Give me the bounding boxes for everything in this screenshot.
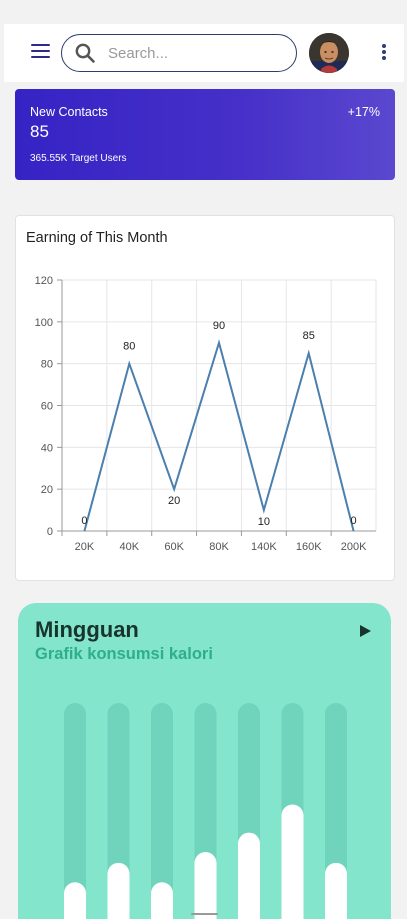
hamburger-menu-icon[interactable] xyxy=(31,44,51,60)
x-tick-label: 40K xyxy=(119,541,139,553)
y-tick-label: 20 xyxy=(41,484,53,496)
chart-title: Earning of This Month xyxy=(26,230,168,246)
app-bar xyxy=(4,24,404,82)
calorie-bar-track xyxy=(151,703,173,919)
data-label: 10 xyxy=(258,516,270,528)
series-line xyxy=(83,339,355,532)
data-label: 0 xyxy=(81,515,87,527)
calorie-bar-fill xyxy=(325,862,347,919)
calorie-bar-fill xyxy=(64,882,86,919)
weekly-calorie-card: Mingguan Grafik konsumsi kalori xyxy=(18,603,391,919)
data-label: 85 xyxy=(303,330,315,342)
x-tick-label: 20K xyxy=(75,541,95,553)
status-bar-area xyxy=(0,0,407,24)
x-tick-label: 200K xyxy=(341,541,367,553)
search-icon xyxy=(75,43,95,63)
calorie-bar-fill xyxy=(194,852,217,919)
weekly-subtitle: Grafik konsumsi kalori xyxy=(35,645,213,663)
y-tick-label: 0 xyxy=(47,526,53,538)
x-tick-label: 140K xyxy=(251,541,277,553)
calorie-bar-fill xyxy=(107,862,130,919)
y-tick-label: 120 xyxy=(35,275,53,287)
calorie-bar-fill xyxy=(281,804,304,919)
y-tick-label: 60 xyxy=(41,401,53,413)
y-tick-label: 40 xyxy=(41,442,53,454)
calorie-bar-fill xyxy=(151,882,173,919)
calorie-bar-track xyxy=(64,703,86,919)
x-tick-label: 80K xyxy=(209,541,229,553)
y-tick-label: 100 xyxy=(35,317,53,329)
y-tick-label: 80 xyxy=(41,359,53,371)
contacts-value: 85 xyxy=(30,122,49,141)
play-icon[interactable] xyxy=(358,624,372,638)
weekly-title: Mingguan xyxy=(35,617,139,642)
weekly-bar-chart xyxy=(64,703,347,919)
search-input[interactable] xyxy=(108,43,283,63)
x-tick-label: 160K xyxy=(296,541,322,553)
contacts-subtitle: 365.55K Target Users xyxy=(30,153,127,164)
user-avatar[interactable] xyxy=(309,33,349,73)
data-label: 0 xyxy=(351,515,357,527)
contacts-title: New Contacts xyxy=(30,105,108,119)
data-label: 90 xyxy=(213,320,225,332)
x-tick-label: 60K xyxy=(164,541,184,553)
contacts-change-badge: +17% xyxy=(347,105,380,119)
home-indicator xyxy=(191,913,218,915)
calorie-bar-fill xyxy=(238,832,260,919)
more-vert-icon[interactable] xyxy=(381,44,387,62)
new-contacts-card[interactable]: New Contacts +17% 85 365.55K Target User… xyxy=(15,89,395,180)
search-bar[interactable] xyxy=(61,34,297,72)
earning-chart-card: Earning of This Month 0 20 40 60 80 100 120 20K… xyxy=(15,215,395,581)
data-label: 80 xyxy=(123,341,135,353)
data-label: 20 xyxy=(168,495,180,507)
